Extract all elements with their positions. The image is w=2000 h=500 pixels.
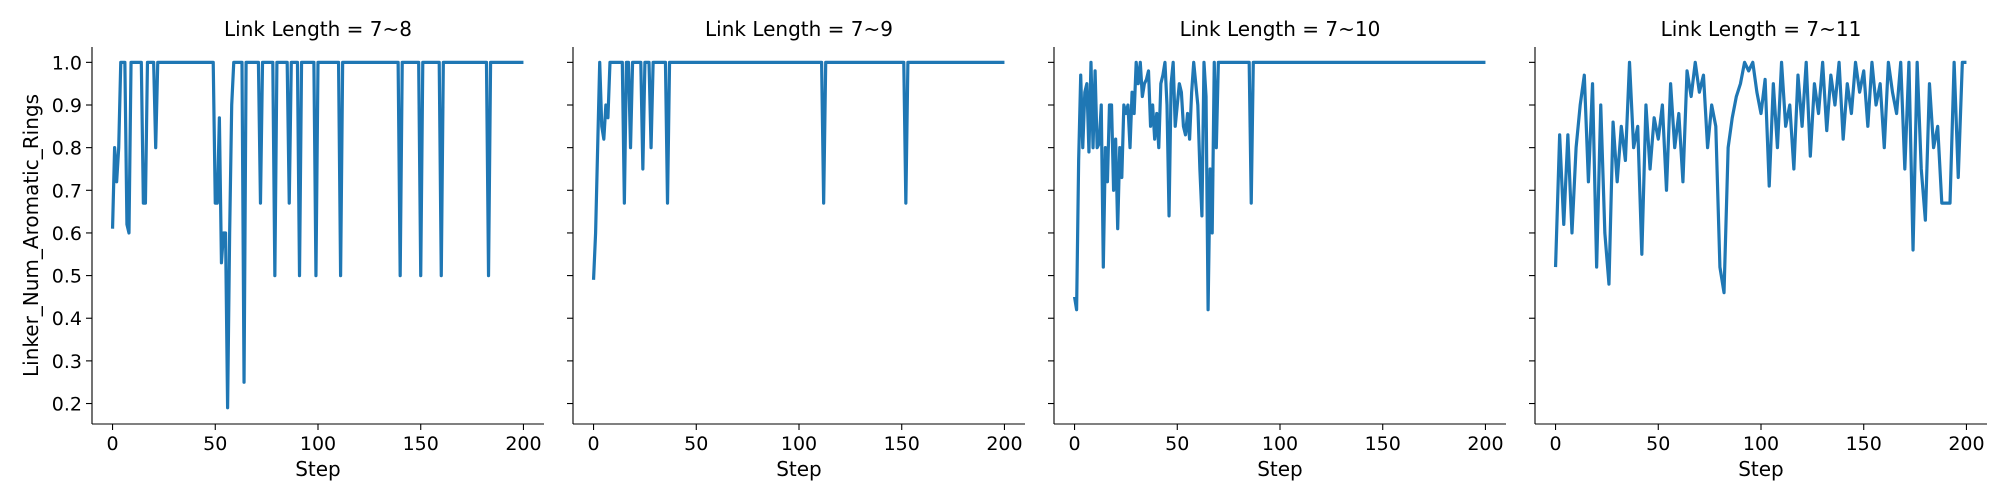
data-line xyxy=(1553,60,1967,295)
y-tick-label: 0.7 xyxy=(52,180,82,202)
y-tick-label: 0.9 xyxy=(52,95,82,117)
x-tick-label: 200 xyxy=(986,433,1022,455)
x-tick-label: 50 xyxy=(1165,433,1189,455)
x-tick-label: 50 xyxy=(1646,433,1670,455)
panel-title: Link Length = 7~10 xyxy=(1180,17,1381,41)
y-tick-label: 1.0 xyxy=(52,52,82,74)
x-tick-label: 50 xyxy=(684,433,708,455)
x-tick-label: 200 xyxy=(1948,433,1984,455)
x-tick-label: 100 xyxy=(1262,433,1298,455)
x-tick-label: 100 xyxy=(781,433,817,455)
x-tick-label: 0 xyxy=(587,433,599,455)
panel-title: Link Length = 7~9 xyxy=(705,17,893,41)
x-tick-label: 150 xyxy=(884,433,920,455)
panel-title: Link Length = 7~11 xyxy=(1661,17,1862,41)
y-tick-label: 0.4 xyxy=(52,308,82,330)
x-tick-label: 150 xyxy=(1365,433,1401,455)
data-line xyxy=(1072,60,1486,312)
x-axis-label: Step xyxy=(1257,457,1303,481)
x-tick-label: 200 xyxy=(505,433,541,455)
x-tick-label: 150 xyxy=(1846,433,1882,455)
y-tick-label: 0.2 xyxy=(52,394,82,416)
x-tick-label: 100 xyxy=(1743,433,1779,455)
x-tick-label: 0 xyxy=(1068,433,1080,455)
x-tick-label: 100 xyxy=(300,433,336,455)
x-axis-label: Step xyxy=(776,457,822,481)
y-axis-label: Linker_Num_Aromatic_Rings xyxy=(19,94,43,377)
data-line xyxy=(110,60,524,410)
x-tick-label: 200 xyxy=(1467,433,1503,455)
x-tick-label: 0 xyxy=(1549,433,1561,455)
x-tick-label: 50 xyxy=(203,433,227,455)
data-line xyxy=(591,60,1005,280)
y-tick-label: 0.8 xyxy=(52,138,82,160)
x-tick-label: 150 xyxy=(403,433,439,455)
x-axis-label: Step xyxy=(295,457,341,481)
x-tick-label: 0 xyxy=(106,433,118,455)
x-axis-label: Step xyxy=(1738,457,1784,481)
y-tick-label: 0.5 xyxy=(52,266,82,288)
y-tick-label: 0.6 xyxy=(52,223,82,245)
panel-title: Link Length = 7~8 xyxy=(224,17,412,41)
y-tick-label: 0.3 xyxy=(52,351,82,373)
